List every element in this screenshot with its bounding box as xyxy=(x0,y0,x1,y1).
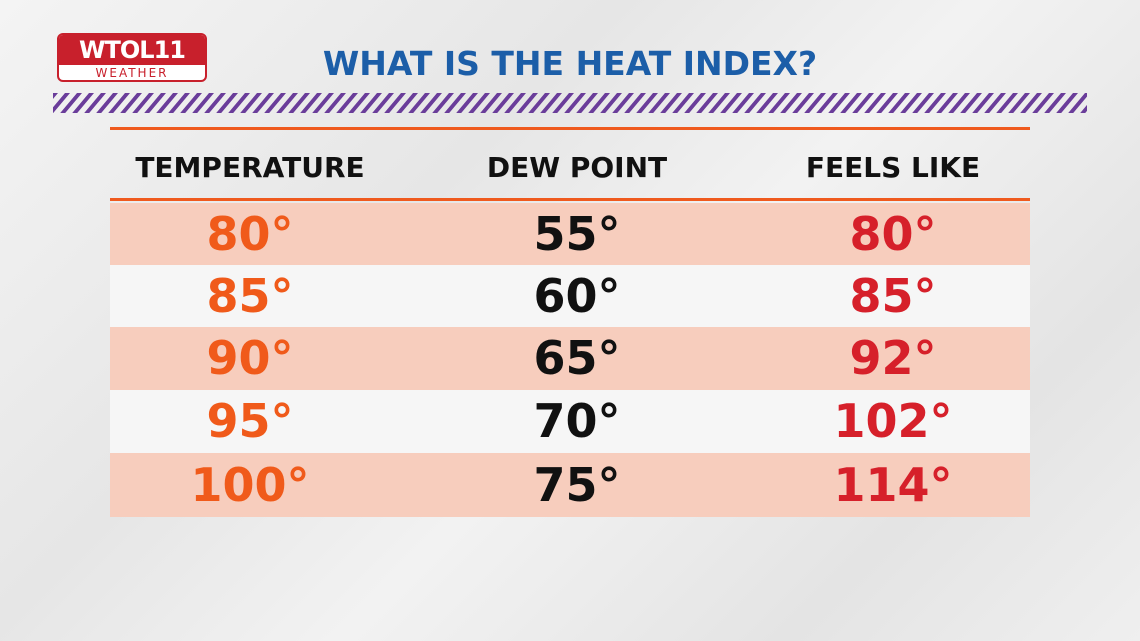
table-cell: 80° xyxy=(849,207,937,261)
table-cell: 92° xyxy=(849,331,937,385)
table-row: 90° 65° 92° xyxy=(110,327,1030,390)
header-rule xyxy=(110,198,1030,201)
column-header: DEW POINT xyxy=(486,151,668,184)
logo: WTOL11 WEATHER xyxy=(57,33,207,82)
column-header: TEMPERATURE xyxy=(135,151,365,184)
table-row: 80° 55° 80° xyxy=(110,203,1030,265)
table-row: 85° 60° 85° xyxy=(110,265,1030,327)
table-cell: 55° xyxy=(533,207,621,261)
table-cell: 80° xyxy=(206,207,294,261)
table-row: 95° 70° 102° xyxy=(110,390,1030,453)
table-cell: 102° xyxy=(833,394,953,448)
table-cell: 90° xyxy=(206,331,294,385)
table-cell: 114° xyxy=(833,458,953,512)
title: WHAT IS THE HEAT INDEX? xyxy=(322,44,818,83)
table-cell: 100° xyxy=(190,458,310,512)
table-cell: 95° xyxy=(206,394,294,448)
logo-subtitle: WEATHER xyxy=(95,66,169,80)
top-rule xyxy=(110,127,1030,130)
table-cell: 85° xyxy=(206,269,294,323)
table-cell: 70° xyxy=(533,394,621,448)
table-row: 100° 75° 114° xyxy=(110,453,1030,517)
table-cell: 75° xyxy=(533,458,621,512)
table-cell: 85° xyxy=(849,269,937,323)
column-header: FEELS LIKE xyxy=(805,151,981,184)
logo-name: WTOL11 xyxy=(59,35,205,65)
table-cell: 65° xyxy=(533,331,621,385)
hatch-stripe xyxy=(53,93,1087,113)
table-cell: 60° xyxy=(533,269,621,323)
